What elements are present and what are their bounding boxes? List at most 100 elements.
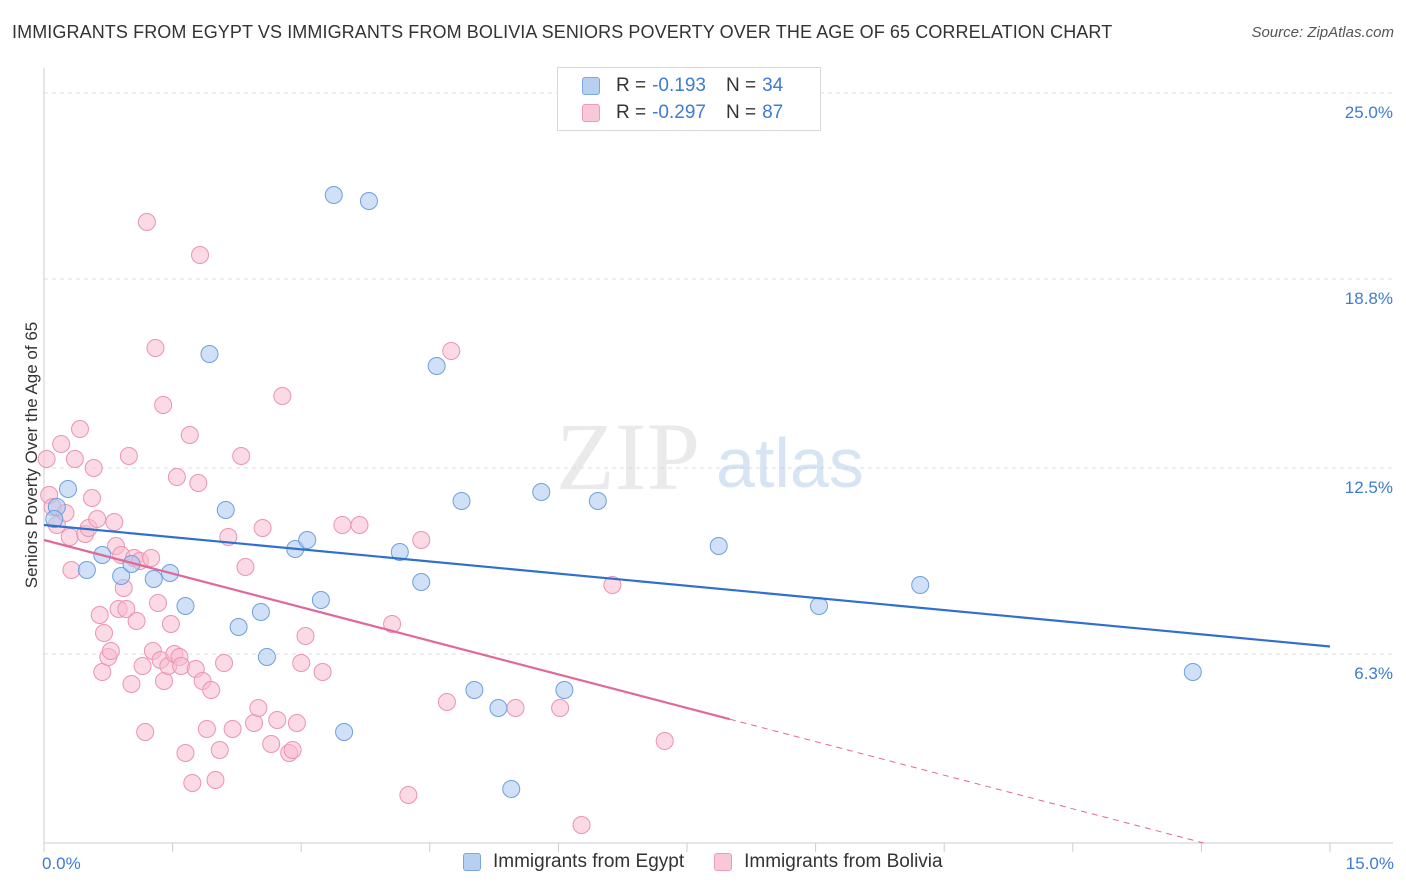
bolivia-point — [350, 516, 369, 534]
egypt-point — [311, 591, 330, 609]
bolivia-n-label: N = — [725, 102, 757, 123]
y-tick-labels: 6.3% 12.5% 18.8% 25.0% — [1345, 103, 1393, 683]
bolivia-point — [283, 741, 302, 759]
bolivia-trend-extension — [729, 718, 1204, 844]
egypt-trend-line — [43, 523, 1331, 648]
x-tick-right: 15.0% — [1346, 854, 1394, 873]
bolivia-point — [137, 213, 156, 231]
bolivia-point — [117, 600, 136, 618]
bolivia-point — [119, 447, 138, 465]
y-tick-label: 18.8% — [1345, 289, 1393, 308]
egypt-point — [810, 597, 829, 615]
bolivia-point — [572, 816, 591, 834]
egypt-point — [59, 480, 78, 498]
bolivia-point — [189, 474, 208, 492]
egypt-point — [229, 618, 248, 636]
bolivia-point — [71, 420, 90, 438]
bolivia-point — [268, 711, 287, 729]
bolivia-point — [65, 450, 84, 468]
bolivia-point — [292, 654, 311, 672]
y-tick-label: 6.3% — [1354, 664, 1393, 683]
legend-item-egypt[interactable]: Immigrants from Egypt — [463, 851, 684, 873]
bolivia-r-label: R = — [616, 102, 647, 123]
egypt-point — [489, 699, 508, 717]
egypt-point — [390, 543, 409, 561]
chart-title: IMMIGRANTS FROM EGYPT VS IMMIGRANTS FROM… — [12, 22, 1113, 42]
bolivia-trend-line — [43, 538, 731, 721]
bolivia-point — [249, 699, 268, 717]
bolivia-point — [313, 663, 332, 681]
bolivia-point — [253, 519, 272, 537]
egypt-point — [144, 570, 163, 588]
egypt-r-label: R = — [616, 75, 647, 96]
egypt-point — [335, 723, 354, 741]
egypt-point — [465, 681, 484, 699]
egypt-point — [532, 483, 551, 501]
egypt-point — [452, 492, 471, 510]
egypt-point — [555, 681, 574, 699]
bolivia-point — [245, 714, 264, 732]
bolivia-point — [191, 246, 210, 264]
bolivia-point — [206, 771, 225, 789]
bolivia-point — [172, 657, 191, 675]
bolivia-point — [273, 387, 292, 405]
bolivia-point — [551, 699, 570, 717]
egypt-point — [709, 537, 728, 555]
bolivia-point — [83, 489, 102, 507]
bolivia-point — [90, 606, 109, 624]
egypt-point — [911, 576, 930, 594]
egypt-point — [77, 561, 96, 579]
bolivia-point — [442, 342, 461, 360]
bolivia-point — [236, 558, 255, 576]
trend-lines — [43, 523, 1331, 844]
egypt-point — [427, 357, 446, 375]
bolivia-point — [202, 681, 221, 699]
bolivia-point — [296, 627, 315, 645]
bolivia-point — [127, 612, 146, 630]
source-label: Source: ZipAtlas.com — [1251, 24, 1394, 41]
bolivia-point — [136, 723, 155, 741]
egypt-r-value: -0.193 — [652, 75, 706, 96]
egypt-n-value: 34 — [762, 75, 784, 96]
egypt-point — [412, 573, 431, 591]
bolivia-point — [88, 510, 107, 528]
legend-item-bolivia[interactable]: Immigrants from Bolivia — [714, 851, 943, 873]
bolivia-point — [105, 513, 124, 531]
egypt-point — [502, 780, 521, 798]
series-legend: Immigrants from Egypt Immigrants from Bo… — [463, 851, 973, 873]
bolivia-point — [262, 735, 281, 753]
bolivia-point — [142, 549, 161, 567]
bolivia-point — [232, 447, 251, 465]
egypt-legend-swatch — [463, 853, 481, 871]
bolivia-point — [412, 531, 431, 549]
y-tick-label: 25.0% — [1345, 103, 1393, 122]
legend-row-bolivia: R = -0.297 N = 87 — [582, 100, 783, 126]
bolivia-n-value: 87 — [762, 102, 784, 123]
egypt-point — [200, 345, 219, 363]
bolivia-point — [176, 744, 195, 762]
bolivia-point — [180, 426, 199, 444]
bolivia-point — [333, 516, 352, 534]
bolivia-point — [60, 528, 79, 546]
bolivia-point — [52, 435, 71, 453]
egypt-point — [324, 186, 343, 204]
bolivia-point — [215, 654, 234, 672]
bolivia-r-value: -0.297 — [652, 102, 706, 123]
egypt-swatch — [582, 77, 600, 95]
bolivia-point — [655, 732, 674, 750]
bolivia-point — [183, 774, 202, 792]
bolivia-point — [149, 594, 168, 612]
bolivia-point — [37, 450, 56, 468]
bolivia-point — [399, 786, 418, 804]
bolivia-point — [167, 468, 186, 486]
x-tick-left: 0.0% — [42, 854, 81, 873]
egypt-point — [588, 492, 607, 510]
y-tick-label: 12.5% — [1345, 478, 1393, 497]
egypt-point — [45, 510, 64, 528]
bolivia-point — [287, 714, 306, 732]
bolivia-point — [93, 663, 112, 681]
bolivia-point — [223, 720, 242, 738]
bolivia-point — [155, 672, 174, 690]
egypt-point — [1183, 663, 1202, 681]
egypt-point — [257, 648, 276, 666]
